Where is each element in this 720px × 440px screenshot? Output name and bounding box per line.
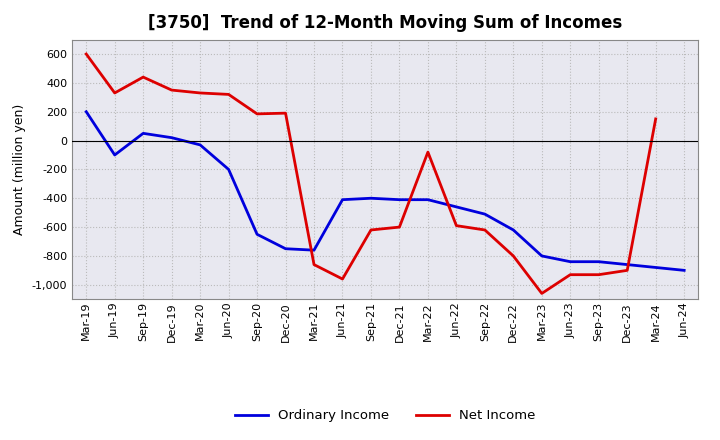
Net Income (366, 227, 375, 233)
Net Income (395, 224, 404, 230)
Ordinary Income (509, 227, 518, 233)
Ordinary Income (139, 131, 148, 136)
Ordinary Income (566, 259, 575, 264)
Net Income (509, 253, 518, 259)
Line: Ordinary Income: Ordinary Income (86, 112, 684, 270)
Net Income (282, 110, 290, 116)
Net Income (253, 111, 261, 117)
Net Income (338, 276, 347, 282)
Net Income (423, 150, 432, 155)
Net Income (623, 268, 631, 273)
Y-axis label: Amount (million yen): Amount (million yen) (13, 104, 26, 235)
Ordinary Income (652, 265, 660, 270)
Ordinary Income (537, 253, 546, 259)
Ordinary Income (110, 152, 119, 158)
Net Income (566, 272, 575, 277)
Net Income (480, 227, 489, 233)
Ordinary Income (167, 135, 176, 140)
Ordinary Income (480, 212, 489, 217)
Ordinary Income (225, 167, 233, 172)
Ordinary Income (253, 231, 261, 237)
Ordinary Income (366, 196, 375, 201)
Ordinary Income (452, 204, 461, 209)
Ordinary Income (395, 197, 404, 202)
Ordinary Income (623, 262, 631, 267)
Net Income (196, 90, 204, 95)
Net Income (225, 92, 233, 97)
Net Income (452, 223, 461, 228)
Ordinary Income (310, 248, 318, 253)
Ordinary Income (423, 197, 432, 202)
Title: [3750]  Trend of 12-Month Moving Sum of Incomes: [3750] Trend of 12-Month Moving Sum of I… (148, 15, 622, 33)
Ordinary Income (338, 197, 347, 202)
Net Income (310, 262, 318, 267)
Net Income (167, 88, 176, 93)
Net Income (139, 74, 148, 80)
Ordinary Income (595, 259, 603, 264)
Net Income (82, 51, 91, 57)
Net Income (537, 291, 546, 296)
Ordinary Income (680, 268, 688, 273)
Line: Net Income: Net Income (86, 54, 656, 293)
Net Income (652, 116, 660, 121)
Ordinary Income (282, 246, 290, 251)
Net Income (110, 90, 119, 95)
Ordinary Income (82, 109, 91, 114)
Ordinary Income (196, 142, 204, 147)
Net Income (595, 272, 603, 277)
Legend: Ordinary Income, Net Income: Ordinary Income, Net Income (230, 404, 541, 428)
